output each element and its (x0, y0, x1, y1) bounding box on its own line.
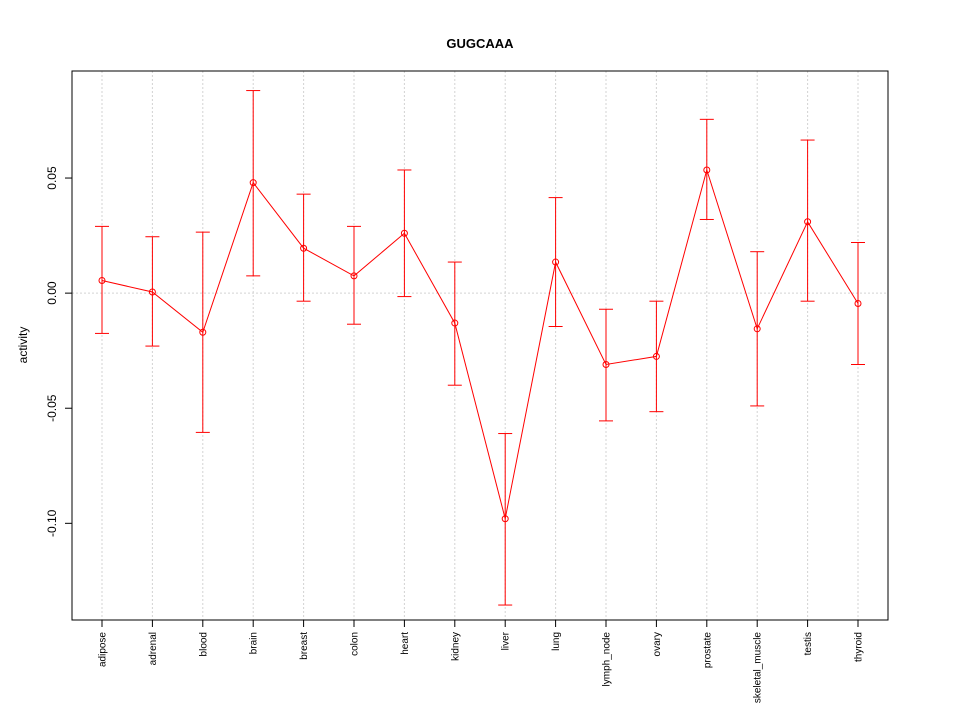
x-tick-label-blood: blood (198, 632, 209, 656)
y-axis-label: activity (16, 327, 30, 364)
x-tick-label-kidney: kidney (450, 632, 461, 661)
x-axis: adipose adrenal blood brain breast colon heart… (98, 619, 865, 704)
x-tick-label-liver: liver (501, 631, 512, 650)
data-point-heart (400, 229, 408, 237)
y-axis: -0.10 -0.05 0.00 0.05 (45, 166, 73, 537)
data-point-kidney (451, 319, 459, 327)
error-bars (95, 90, 865, 606)
x-tick-label-prostate: prostate (702, 632, 713, 669)
data-point-breast (300, 244, 308, 252)
y-tick-label: 0.00 (45, 281, 59, 305)
series-line-layer (101, 168, 859, 519)
x-tick-label-brain: brain (249, 632, 260, 654)
x-tick-label-testis: testis (803, 632, 814, 655)
x-tick-label-lung: lung (551, 632, 562, 651)
y-tick-label: 0.05 (45, 166, 59, 190)
x-tick-label-heart: heart (400, 632, 411, 655)
grid (72, 71, 888, 620)
data-point-lymph_node (602, 360, 610, 368)
chart-title: GUGCAAA (446, 36, 514, 51)
y-tick-label: -0.10 (45, 509, 59, 537)
x-tick-label-ovary: ovary (652, 632, 663, 656)
data-point-lung (552, 258, 560, 266)
plot-frame (71, 70, 889, 621)
data-point-prostate (703, 166, 711, 174)
data-points (98, 166, 862, 523)
y-tick-label: -0.05 (45, 394, 59, 422)
x-tick-label-adipose: adipose (98, 632, 109, 667)
series-line (101, 168, 859, 519)
x-tick-label-lymph_node: lymph_node (602, 632, 613, 687)
data-point-skeletal_muscle (753, 325, 761, 333)
data-point-ovary (652, 352, 660, 360)
data-point-adrenal (148, 288, 156, 296)
x-tick-label-breast: breast (299, 632, 310, 660)
x-tick-label-thyroid: thyroid (854, 632, 865, 662)
data-point-colon (350, 272, 358, 280)
data-point-blood (199, 328, 207, 336)
data-point-testis (804, 218, 812, 226)
x-tick-label-colon: colon (350, 632, 361, 656)
data-point-liver (501, 515, 509, 523)
data-point-adipose (98, 276, 106, 284)
data-point-thyroid (854, 299, 862, 307)
data-point-brain (249, 179, 257, 187)
x-tick-label-adrenal: adrenal (148, 632, 159, 665)
x-tick-label-skeletal_muscle: skeletal_muscle (753, 632, 764, 704)
